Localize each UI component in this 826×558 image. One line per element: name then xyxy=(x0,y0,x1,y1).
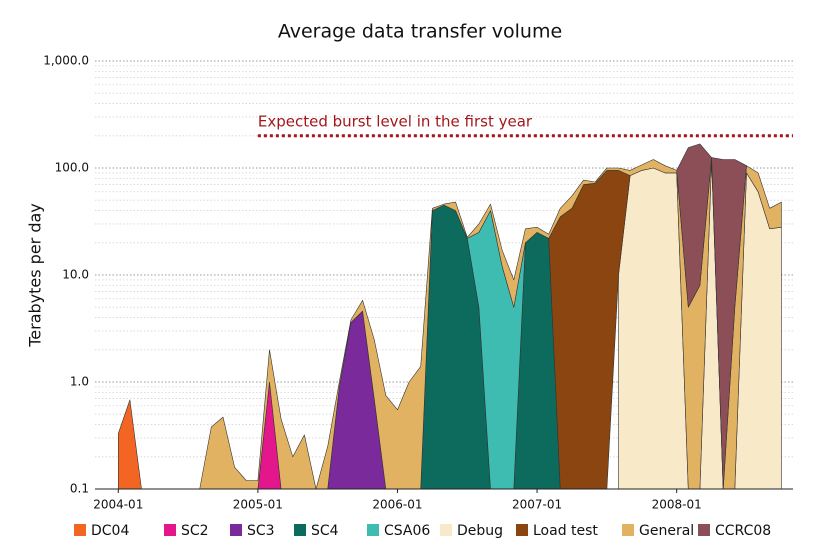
y-tick-label: 1.0 xyxy=(70,375,89,389)
y-tick-label: 100.0 xyxy=(55,161,89,175)
legend-label: CSA06 xyxy=(384,523,430,539)
legend-swatch xyxy=(516,524,528,536)
chart-title: Average data transfer volume xyxy=(278,21,562,43)
reference-label: Expected burst level in the first year xyxy=(258,112,533,130)
legend-label: SC4 xyxy=(311,523,339,539)
legend-swatch xyxy=(230,524,242,536)
legend-label: CCRC08 xyxy=(715,523,771,539)
legend-swatch xyxy=(164,524,176,536)
x-tick-label: 2006-01 xyxy=(372,498,422,512)
legend-swatch xyxy=(622,524,634,536)
legend-label: General xyxy=(639,523,694,539)
legend-label: Debug xyxy=(457,523,503,539)
area xyxy=(548,170,631,490)
x-tick-label: 2007-01 xyxy=(512,498,562,512)
legend-swatch xyxy=(440,524,452,536)
legend-label: Load test xyxy=(533,523,598,539)
legend-swatch xyxy=(367,524,379,536)
legend-label: DC04 xyxy=(91,523,129,539)
legend-swatch xyxy=(294,524,306,536)
y-axis-title: Terabytes per day xyxy=(26,203,45,348)
area xyxy=(676,143,747,490)
legend-label: SC2 xyxy=(181,523,209,539)
legend-swatch xyxy=(74,524,86,536)
x-tick-label: 2008-01 xyxy=(652,498,702,512)
legend-swatch xyxy=(698,524,710,536)
y-tick-label: 10.0 xyxy=(62,268,89,282)
x-tick-label: 2005-01 xyxy=(233,498,283,512)
y-tick-label: 1,000.0 xyxy=(43,54,89,68)
area xyxy=(118,399,142,490)
x-tick-label: 2004-01 xyxy=(93,498,143,512)
legend-label: SC3 xyxy=(247,523,275,539)
y-tick-label: 0.1 xyxy=(70,482,89,496)
